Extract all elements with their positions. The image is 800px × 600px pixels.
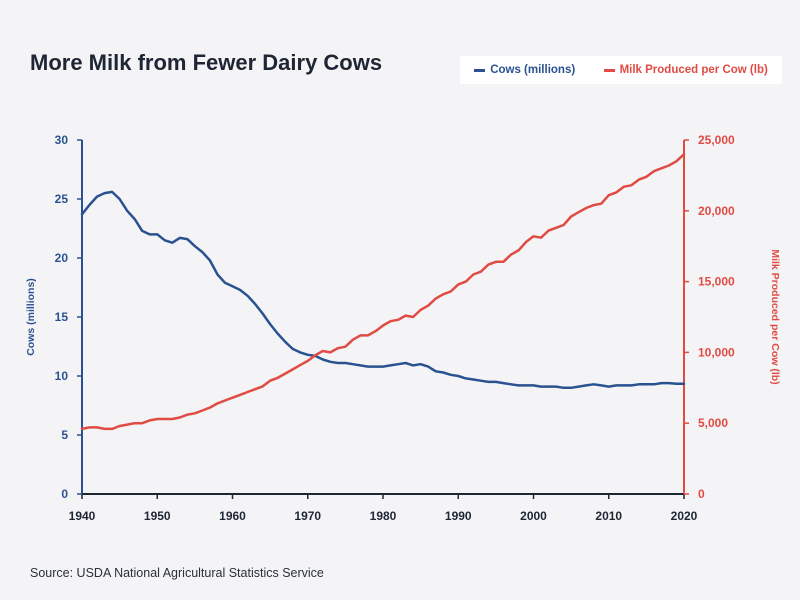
x-tick-label: 1950 [144, 509, 171, 523]
right-axis-title: Milk Produced per Cow (lb) [769, 249, 781, 384]
right-tick-label: 15,000 [698, 275, 735, 289]
legend-item-cows: Cows (millions) [474, 64, 575, 76]
series-line-milk [80, 152, 686, 431]
left-tick-label: 20 [55, 251, 69, 265]
chart-title: More Milk from Fewer Dairy Cows [30, 50, 383, 75]
left-tick-label: 5 [61, 428, 68, 442]
legend-label-cows: Cows (millions) [490, 64, 576, 76]
series-line-cows [80, 190, 686, 390]
left-tick-label: 0 [61, 487, 68, 501]
right-tick-label: 25,000 [698, 133, 735, 147]
left-tick-label: 30 [55, 133, 69, 147]
x-tick-label: 1940 [69, 509, 96, 523]
right-tick-label: 20,000 [698, 204, 735, 218]
x-tick-label: 1980 [370, 509, 397, 523]
left-axis-title: Cows (millions) [25, 278, 37, 356]
legend-label-milk: Milk Produced per Cow (lb) [619, 64, 768, 76]
right-tick-label: 5,000 [698, 416, 728, 430]
x-tick-label: 1970 [294, 509, 321, 523]
x-tick-label: 2010 [595, 509, 622, 523]
right-tick-label: 10,000 [698, 345, 735, 359]
left-tick-label: 25 [55, 192, 69, 206]
x-tick-label: 1960 [219, 509, 246, 523]
legend-item-milk: Milk Produced per Cow (lb) [603, 64, 768, 76]
source-note: Source: USDA National Agricultural Stati… [30, 566, 324, 580]
right-tick-label: 0 [698, 487, 705, 501]
x-tick-label: 2000 [520, 509, 547, 523]
left-tick-label: 10 [55, 369, 69, 383]
legend-swatch-cows [474, 68, 486, 72]
legend-swatch-milk [603, 68, 615, 72]
x-tick-label: 1990 [445, 509, 472, 523]
left-tick-label: 15 [55, 310, 69, 324]
x-tick-label: 2020 [671, 509, 698, 523]
legend: Cows (millions) Milk Produced per Cow (l… [460, 56, 782, 84]
